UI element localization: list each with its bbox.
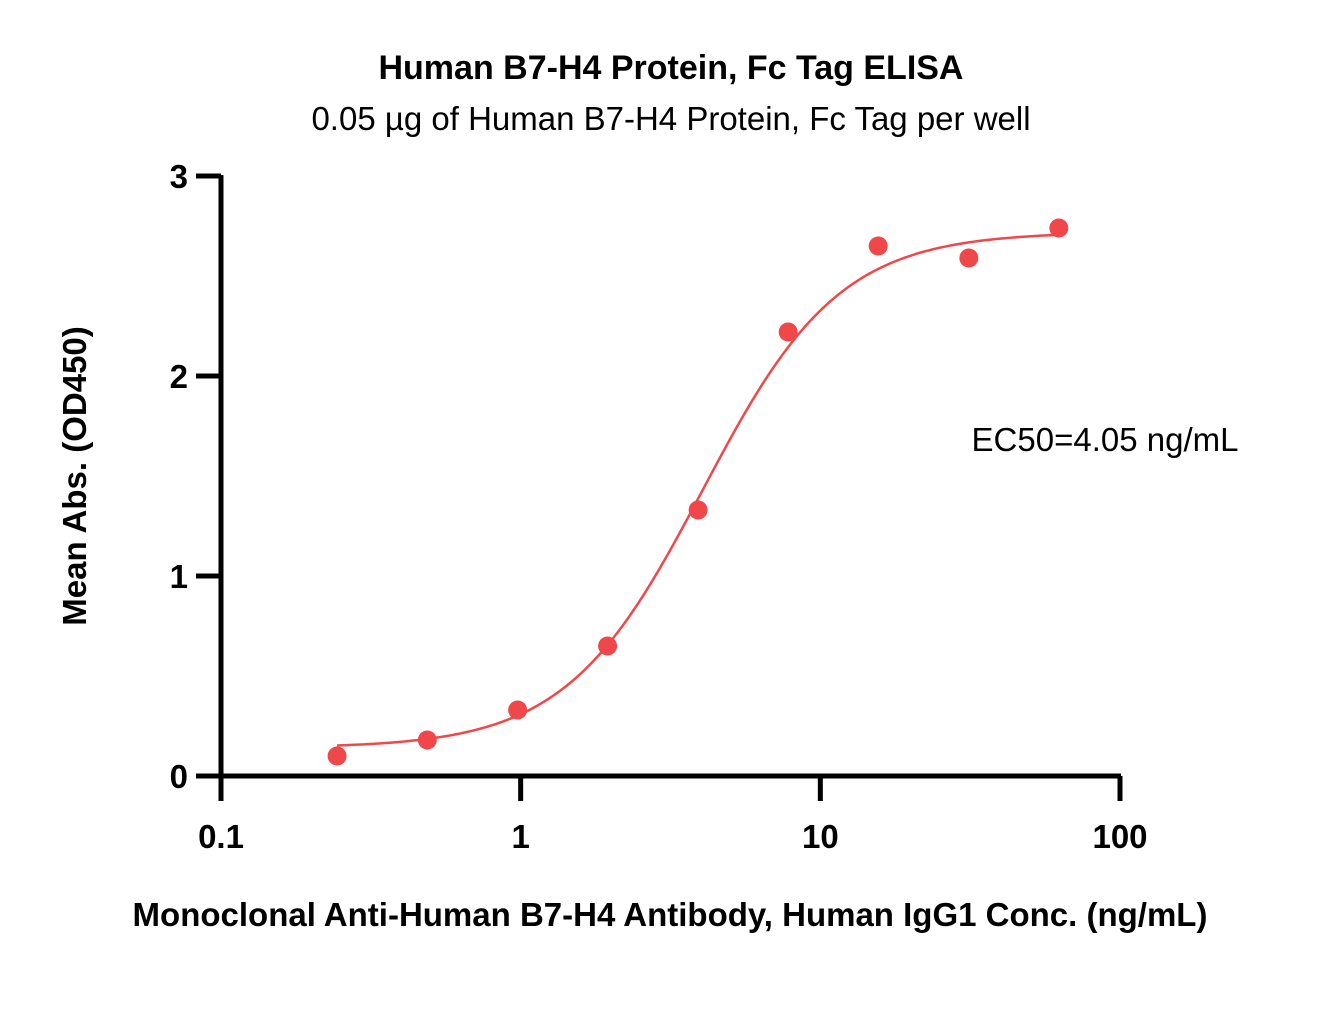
plot-area: [327, 218, 1069, 766]
y-tick-label: 1: [170, 558, 188, 595]
x-tick-label: 0.1: [198, 818, 244, 855]
y-axis-title: Mean Abs. (OD450): [56, 326, 93, 626]
fit-curve: [337, 233, 1059, 747]
y-tick-label: 0: [170, 758, 188, 795]
data-point: [688, 500, 708, 520]
x-tick-label: 1: [511, 818, 529, 855]
data-point: [778, 322, 798, 342]
data-point: [417, 730, 437, 750]
chart-title: Human B7-H4 Protein, Fc Tag ELISA: [378, 49, 963, 87]
data-point: [327, 746, 347, 766]
x-tick-label: 100: [1092, 818, 1147, 855]
ec50-annotation: EC50=4.05 ng/mL: [972, 421, 1239, 458]
chart-subtitle: 0.05 µg of Human B7-H4 Protein, Fc Tag p…: [311, 100, 1030, 137]
data-point: [868, 236, 888, 256]
axis-ticks: 0.1 1 10 100 0 1 2 3: [170, 158, 1148, 855]
data-point: [1049, 218, 1069, 238]
x-tick-label: 10: [802, 818, 839, 855]
y-tick-label: 3: [170, 158, 188, 195]
y-tick-label: 2: [170, 358, 188, 395]
x-axis-title: Monoclonal Anti-Human B7-H4 Antibody, Hu…: [133, 896, 1208, 933]
data-point: [508, 700, 528, 720]
data-point: [959, 248, 979, 268]
data-point: [598, 636, 618, 656]
